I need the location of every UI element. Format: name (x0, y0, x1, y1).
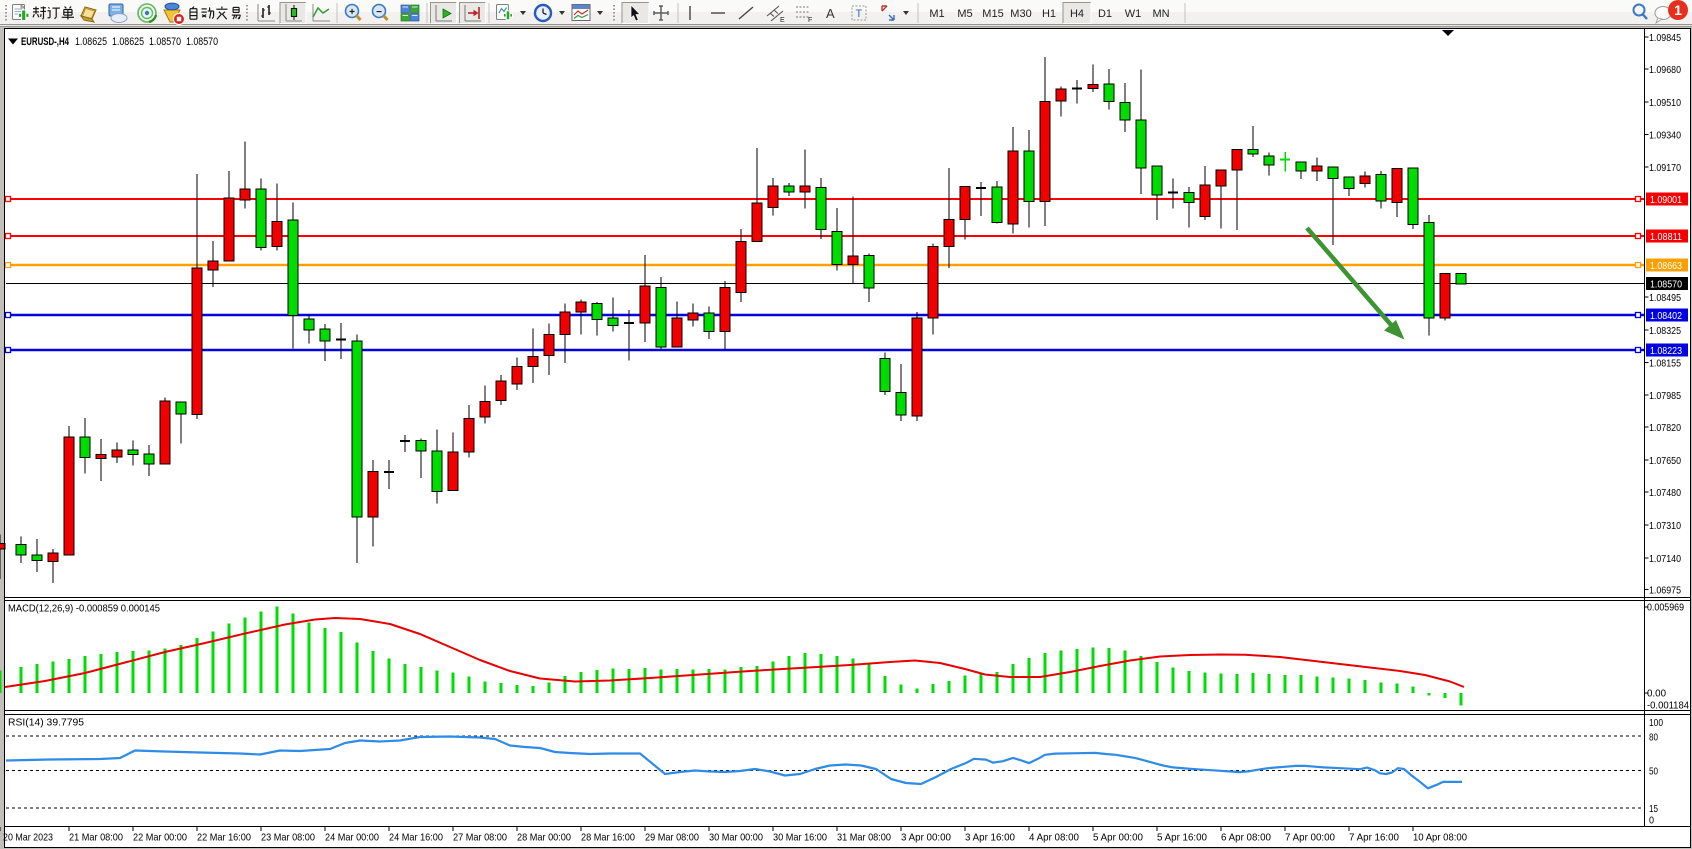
svg-text:1.09001: 1.09001 (1650, 194, 1682, 206)
svg-text:H4: H4 (1070, 8, 1084, 20)
svg-text:80: 80 (1649, 731, 1658, 743)
svg-text:1.08811: 1.08811 (1650, 231, 1682, 243)
svg-text:1.09845: 1.09845 (1649, 32, 1681, 44)
svg-text:1: 1 (1674, 2, 1682, 18)
svg-text:24 Mar 00:00: 24 Mar 00:00 (325, 832, 379, 844)
svg-text:1.08155: 1.08155 (1649, 357, 1681, 369)
svg-text:5 Apr 16:00: 5 Apr 16:00 (1157, 832, 1207, 844)
svg-text:MACD(12,26,9) -0.000859 0.0001: MACD(12,26,9) -0.000859 0.000145 (8, 603, 160, 615)
svg-text:1.07480: 1.07480 (1649, 487, 1681, 499)
svg-text:+: + (349, 7, 355, 18)
svg-text:28 Mar 00:00: 28 Mar 00:00 (517, 832, 571, 844)
svg-text:21 Mar 08:00: 21 Mar 08:00 (69, 832, 123, 844)
svg-text:1.08663: 1.08663 (1650, 260, 1682, 272)
svg-text:A: A (826, 6, 835, 21)
svg-text:0.005969: 0.005969 (1647, 602, 1684, 614)
svg-text:29 Mar 08:00: 29 Mar 08:00 (645, 832, 699, 844)
svg-text:1.08402: 1.08402 (1650, 310, 1682, 322)
svg-text:1.08223: 1.08223 (1650, 345, 1682, 357)
svg-text:1.09510: 1.09510 (1649, 97, 1681, 109)
svg-text:EURUSD-,H4: EURUSD-,H4 (21, 36, 70, 48)
svg-text:-0.001184: -0.001184 (1647, 700, 1689, 712)
svg-text:10 Apr 08:00: 10 Apr 08:00 (1413, 832, 1467, 844)
svg-text:1.08570: 1.08570 (1650, 279, 1682, 291)
svg-text:M30: M30 (1010, 8, 1031, 20)
svg-text:F: F (808, 17, 812, 24)
svg-text:M5: M5 (957, 8, 972, 20)
svg-text:100: 100 (1649, 717, 1663, 729)
svg-text:6 Apr 08:00: 6 Apr 08:00 (1221, 832, 1271, 844)
svg-text:24 Mar 16:00: 24 Mar 16:00 (389, 832, 443, 844)
svg-text:28 Mar 16:00: 28 Mar 16:00 (581, 832, 635, 844)
svg-text:5 Apr 00:00: 5 Apr 00:00 (1093, 832, 1143, 844)
svg-text:30 Mar 00:00: 30 Mar 00:00 (709, 832, 763, 844)
svg-text:22 Mar 00:00: 22 Mar 00:00 (133, 832, 187, 844)
svg-text:7 Apr 00:00: 7 Apr 00:00 (1285, 832, 1335, 844)
svg-text:1.07820: 1.07820 (1649, 422, 1681, 434)
svg-text:3 Apr 00:00: 3 Apr 00:00 (901, 832, 951, 844)
svg-text:1.08495: 1.08495 (1649, 292, 1681, 304)
svg-text:1.07650: 1.07650 (1649, 455, 1681, 467)
svg-text:1.07985: 1.07985 (1649, 390, 1681, 402)
svg-text:1.09680: 1.09680 (1649, 64, 1681, 76)
svg-text:4 Apr 08:00: 4 Apr 08:00 (1029, 832, 1079, 844)
svg-text:1.06975: 1.06975 (1649, 584, 1681, 596)
svg-text:15: 15 (1649, 803, 1658, 815)
svg-text:20 Mar 2023: 20 Mar 2023 (3, 832, 53, 844)
svg-text:50: 50 (1649, 765, 1658, 777)
svg-text:T: T (856, 8, 863, 20)
svg-text:M15: M15 (982, 8, 1003, 20)
svg-text:M1: M1 (929, 8, 944, 20)
svg-text:23 Mar 08:00: 23 Mar 08:00 (261, 832, 315, 844)
svg-text:1.09340: 1.09340 (1649, 129, 1681, 141)
svg-text:1.08625: 1.08625 (75, 36, 107, 48)
svg-text:1.08325: 1.08325 (1649, 325, 1681, 337)
svg-text:W1: W1 (1125, 8, 1142, 20)
svg-text:D1: D1 (1098, 8, 1112, 20)
svg-text:1.07140: 1.07140 (1649, 553, 1681, 565)
svg-text:22 Mar 16:00: 22 Mar 16:00 (197, 832, 251, 844)
svg-text:3 Apr 16:00: 3 Apr 16:00 (965, 832, 1015, 844)
svg-text:27 Mar 08:00: 27 Mar 08:00 (453, 832, 507, 844)
svg-text:0.00: 0.00 (1647, 688, 1666, 700)
svg-text:31 Mar 08:00: 31 Mar 08:00 (837, 832, 891, 844)
svg-text:1.09170: 1.09170 (1649, 162, 1681, 174)
svg-text:30 Mar 16:00: 30 Mar 16:00 (773, 832, 827, 844)
svg-text:1.08570: 1.08570 (149, 36, 181, 48)
svg-text:RSI(14) 39.7795: RSI(14) 39.7795 (8, 717, 84, 729)
svg-text:1.07310: 1.07310 (1649, 520, 1681, 532)
svg-text:E: E (780, 17, 785, 24)
svg-text:H1: H1 (1042, 8, 1056, 20)
svg-text:1.08570: 1.08570 (186, 36, 218, 48)
svg-text:0: 0 (1649, 814, 1654, 826)
svg-text:−: − (376, 7, 382, 18)
svg-text:7 Apr 16:00: 7 Apr 16:00 (1349, 832, 1399, 844)
svg-text:MN: MN (1152, 8, 1169, 20)
svg-text:1.08625: 1.08625 (112, 36, 144, 48)
